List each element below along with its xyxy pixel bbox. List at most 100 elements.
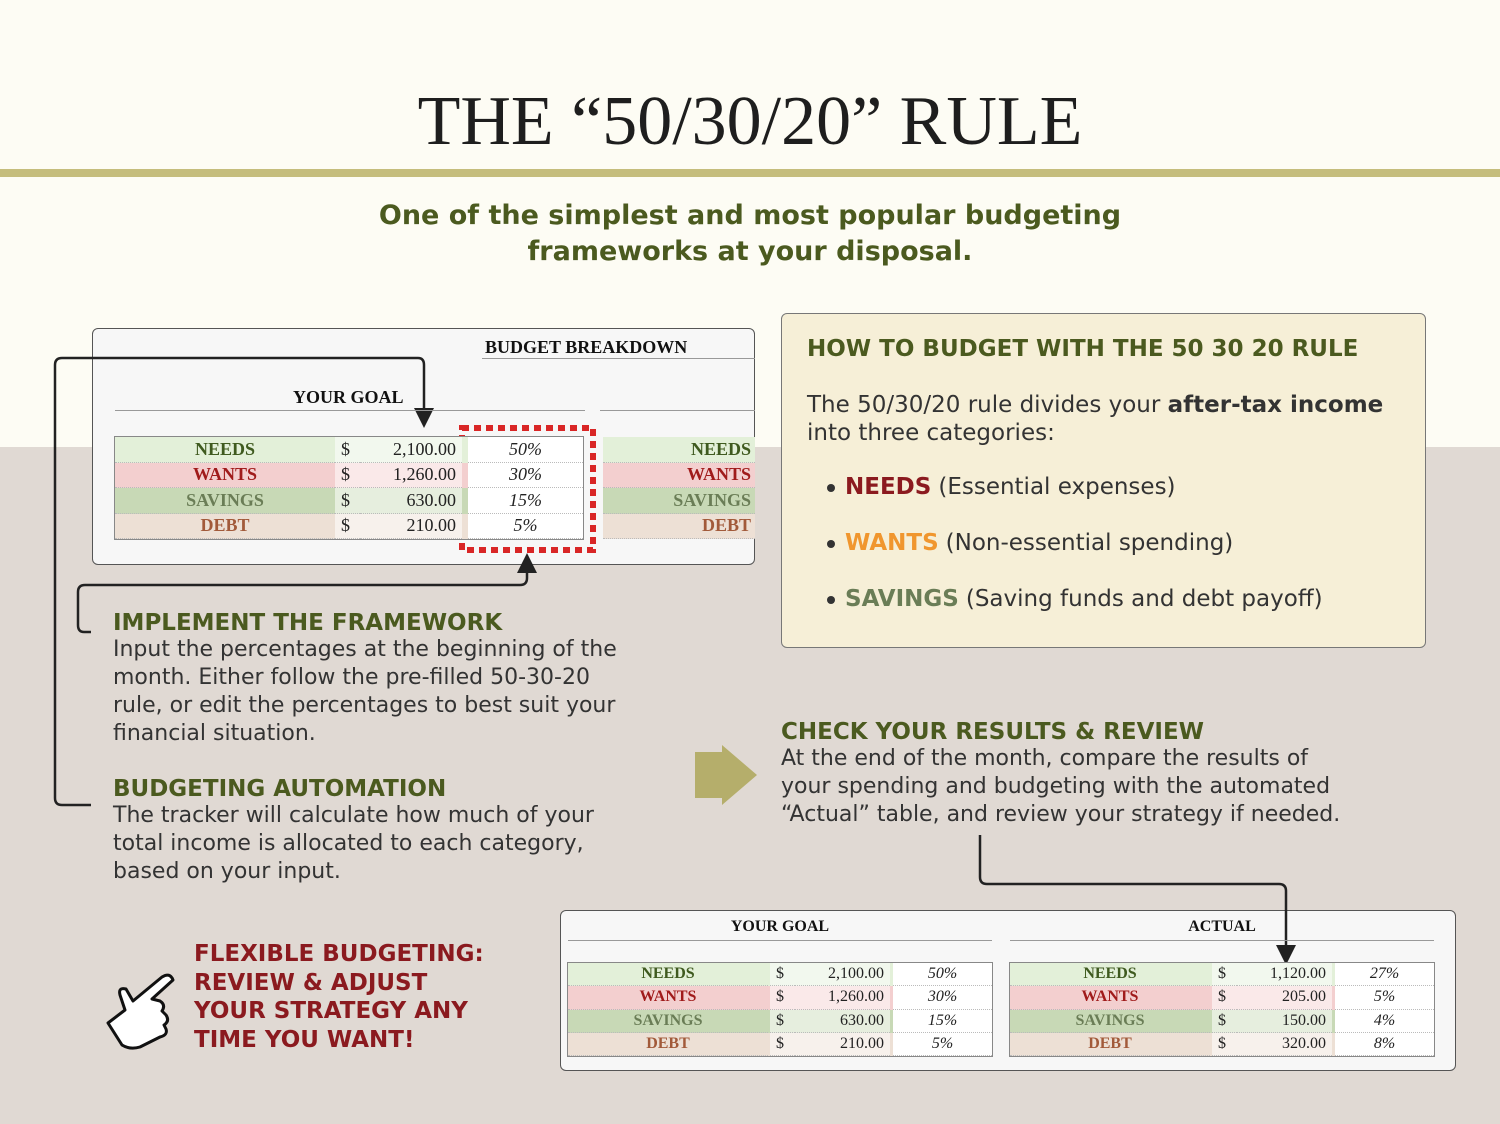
text-line: month. Either follow the pre-filled 50-3… bbox=[113, 665, 590, 690]
step-title: IMPLEMENT THE FRAMEWORK bbox=[113, 610, 503, 636]
actual-label: ACTUAL bbox=[1188, 918, 1256, 935]
table-cell: 630.00 bbox=[360, 488, 462, 514]
item-name: NEEDS bbox=[845, 474, 932, 500]
table-cell: $ bbox=[335, 488, 360, 514]
table-cell: 5% bbox=[1335, 986, 1434, 1010]
connector bbox=[53, 356, 434, 807]
table-cell: 2,100.00 bbox=[360, 437, 462, 463]
step-title: BUDGETING AUTOMATION bbox=[113, 776, 447, 802]
table-cell: $ bbox=[1212, 1009, 1237, 1033]
table-cell: 8% bbox=[1335, 1032, 1434, 1057]
subtitle-line: frameworks at your disposal. bbox=[527, 236, 973, 267]
text-line: “Actual” table, and review your strategy… bbox=[781, 802, 1341, 827]
table-cell: WANTS bbox=[568, 986, 768, 1010]
step-text: Input the percentages at the beginning o… bbox=[113, 636, 617, 748]
table-cell: $ bbox=[1212, 963, 1237, 987]
table-cell: 5% bbox=[468, 513, 583, 539]
text-line: rule, or edit the percentages to best su… bbox=[113, 693, 616, 718]
table-cell: 15% bbox=[468, 488, 583, 514]
list-item: NEEDS (Essential expenses) bbox=[827, 474, 1176, 500]
table-cell: WANTS bbox=[1010, 986, 1210, 1010]
text-line: TIME YOU WANT! bbox=[194, 1026, 415, 1053]
table-cell: SAVINGS bbox=[115, 488, 335, 514]
flexible-note: FLEXIBLE BUDGETING: REVIEW & ADJUST YOUR… bbox=[194, 940, 484, 1054]
table-cell: 210.00 bbox=[360, 513, 462, 539]
table-cell: NEEDS bbox=[115, 437, 335, 463]
table-cell: $ bbox=[335, 462, 360, 488]
text-line: your spending and budgeting with the aut… bbox=[781, 774, 1331, 799]
step: BUDGETING AUTOMATION The tracker will ca… bbox=[113, 776, 594, 886]
table-cell: 27% bbox=[1335, 963, 1434, 987]
table-cell: 4% bbox=[1335, 1009, 1434, 1033]
how-to-title: HOW TO BUDGET WITH THE 50 30 20 RULE bbox=[807, 336, 1359, 362]
item-desc: (Non-essential spending) bbox=[945, 530, 1234, 556]
table-cell: DEBT bbox=[115, 513, 335, 539]
bullet bbox=[827, 483, 835, 492]
table-cell: 50% bbox=[893, 963, 992, 987]
how-to-box: HOW TO BUDGET WITH THE 50 30 20 RULE The… bbox=[781, 313, 1426, 648]
table-cell: WANTS bbox=[115, 462, 335, 488]
item-desc: (Saving funds and debt payoff) bbox=[965, 586, 1323, 612]
text-line: YOUR STRATEGY ANY bbox=[194, 998, 468, 1024]
intro-text: into three categories: bbox=[807, 420, 1055, 446]
table-cell: $ bbox=[335, 437, 360, 463]
connector bbox=[76, 553, 537, 634]
table-title: BUDGET BREAKDOWN bbox=[485, 337, 688, 357]
table-cell: DEBT bbox=[603, 513, 755, 539]
goal-label: YOUR GOAL bbox=[730, 918, 830, 935]
table-cell: 50% bbox=[468, 437, 583, 463]
table-cell: $ bbox=[1212, 986, 1237, 1010]
step: IMPLEMENT THE FRAMEWORK Input the percen… bbox=[113, 610, 617, 748]
table-cell: SAVINGS bbox=[568, 1009, 768, 1033]
table-cell: 1,260.00 bbox=[795, 986, 890, 1010]
table-cell: 30% bbox=[468, 462, 583, 488]
table-cell: 15% bbox=[893, 1009, 992, 1033]
text-line: financial situation. bbox=[113, 721, 316, 746]
hand-icon bbox=[106, 973, 175, 1050]
rule bbox=[568, 940, 992, 941]
goal-label: YOUR GOAL bbox=[293, 387, 404, 407]
table-cell: $ bbox=[770, 1009, 795, 1033]
table-cell: 2,100.00 bbox=[795, 963, 890, 987]
item-desc: (Essential expenses) bbox=[938, 474, 1176, 500]
text-line: FLEXIBLE BUDGETING: bbox=[194, 941, 484, 967]
check-title: CHECK YOUR RESULTS & REVIEW bbox=[781, 719, 1205, 745]
bullet bbox=[827, 539, 835, 548]
intro-bold: after-tax income bbox=[1167, 392, 1384, 418]
table-cell: 150.00 bbox=[1237, 1009, 1332, 1033]
table-cell: $ bbox=[335, 513, 360, 539]
text-line: At the end of the month, compare the res… bbox=[781, 746, 1309, 771]
table-cell: 630.00 bbox=[795, 1009, 890, 1033]
arrow-icon bbox=[695, 745, 757, 805]
table-cell: WANTS bbox=[603, 462, 755, 488]
intro-text: The 50/30/20 rule divides your bbox=[807, 392, 1168, 418]
table-cell: 5% bbox=[893, 1032, 992, 1057]
list-item: SAVINGS (Saving funds and debt payoff) bbox=[827, 586, 1323, 612]
rule bbox=[600, 410, 755, 411]
table-cell: 210.00 bbox=[795, 1032, 890, 1057]
step-text: The tracker will calculate how much of y… bbox=[113, 802, 594, 886]
table-cell: 320.00 bbox=[1237, 1032, 1332, 1057]
check-section: CHECK YOUR RESULTS & REVIEW At the end o… bbox=[781, 719, 1340, 829]
check-text: At the end of the month, compare the res… bbox=[781, 745, 1340, 829]
subtitle-line: One of the simplest and most popular bud… bbox=[378, 200, 1122, 231]
item-name: WANTS bbox=[845, 530, 939, 556]
table-border bbox=[114, 436, 584, 540]
text-line: The tracker will calculate how much of y… bbox=[113, 803, 594, 828]
item-name: SAVINGS bbox=[845, 586, 959, 612]
table-cell: 1,260.00 bbox=[360, 462, 462, 488]
rule bbox=[1010, 940, 1434, 941]
list-item: WANTS (Non-essential spending) bbox=[827, 530, 1233, 556]
text-line: based on your input. bbox=[113, 859, 341, 884]
table-cell: $ bbox=[770, 1032, 795, 1057]
table-cell: SAVINGS bbox=[603, 488, 755, 514]
table-border bbox=[567, 962, 993, 1057]
bullet bbox=[827, 595, 835, 604]
text-line: total income is allocated to each catego… bbox=[113, 831, 584, 856]
text-line: REVIEW & ADJUST bbox=[194, 969, 428, 996]
rule bbox=[115, 410, 585, 411]
title: THE “50/30/20” RULE bbox=[417, 83, 1083, 160]
table-cell: NEEDS bbox=[1010, 963, 1210, 987]
